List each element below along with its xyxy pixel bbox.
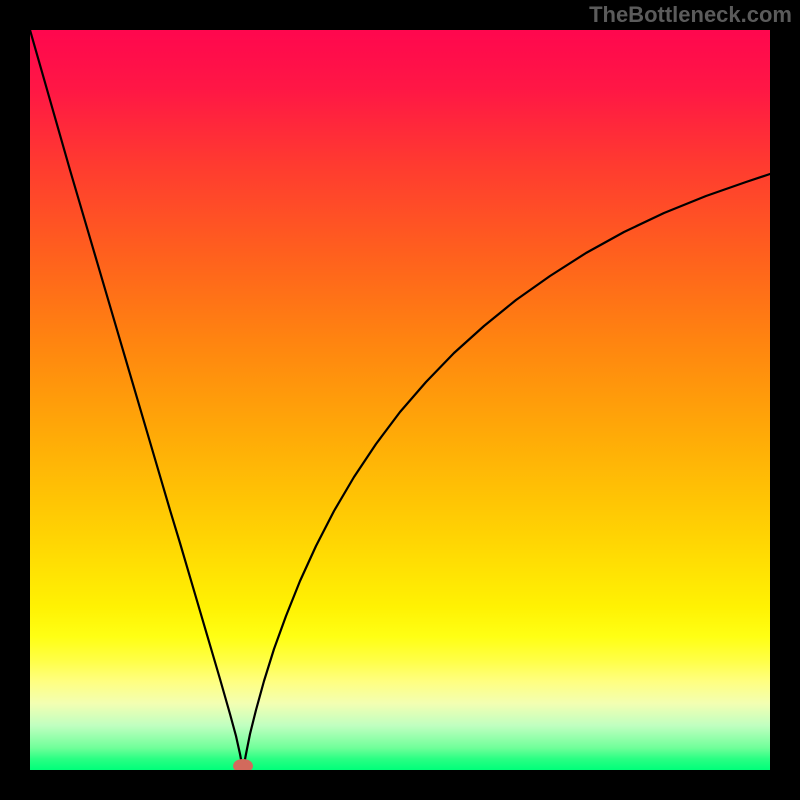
watermark-text: TheBottleneck.com <box>589 2 792 28</box>
bottleneck-curve <box>30 30 770 770</box>
minimum-marker <box>233 759 253 770</box>
plot-area <box>30 30 770 770</box>
curve-layer <box>30 30 770 770</box>
